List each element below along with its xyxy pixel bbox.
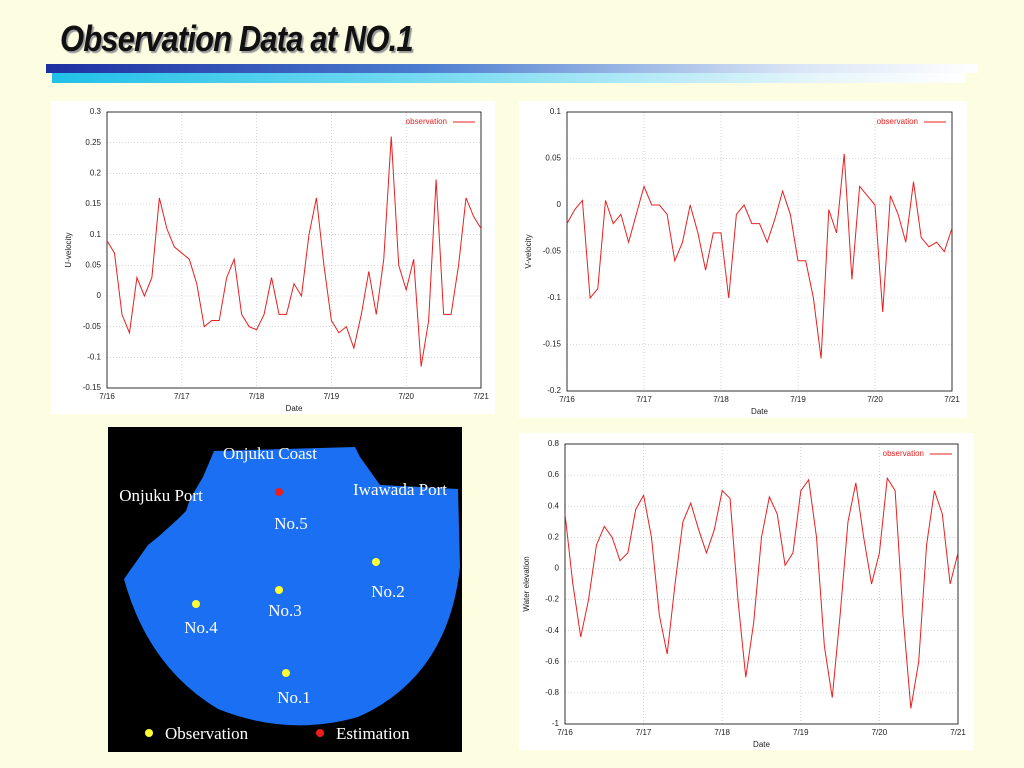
y-tick-label: 0.1: [550, 107, 562, 116]
y-tick-label: -0.6: [545, 657, 559, 666]
y-tick-label: -0.8: [545, 688, 559, 697]
place-label: Onjuku Port: [119, 486, 203, 505]
station-label: No.4: [184, 618, 218, 637]
x-tick-label: 7/17: [636, 728, 652, 737]
x-tick-label: 7/19: [793, 728, 809, 737]
slide-title: Observation Data at NO.1: [60, 18, 414, 59]
x-tick-label: 7/18: [714, 728, 730, 737]
data-line: [106, 136, 482, 367]
y-tick-label: 0.2: [90, 168, 102, 177]
legend-label: Observation: [165, 724, 249, 743]
station-label: No.2: [371, 582, 405, 601]
y-tick-label: -0.2: [545, 595, 559, 604]
station-dot: [192, 600, 200, 608]
x-tick-label: 7/21: [944, 395, 960, 404]
x-tick-label: 7/17: [636, 395, 652, 404]
chart-panel: -1 -0.8 -0.6 -0.4 -0.2 0 0.2 0.4 0.6 0.8 7/16 7/17 7…: [519, 433, 973, 750]
legend-label: observation: [406, 117, 447, 126]
plot-frame: [106, 111, 482, 389]
y-axis-label: V-velocity: [524, 234, 533, 268]
sea-area: [124, 447, 460, 726]
y-tick-label: 0.3: [90, 107, 102, 116]
y-tick-label: 0.2: [548, 532, 560, 541]
x-tick-label: 7/18: [249, 392, 265, 401]
x-tick-label: 7/21: [473, 392, 489, 401]
y-axis-label: Water elevation: [522, 556, 531, 611]
station-dot: [282, 669, 290, 677]
y-tick-label: -1: [552, 719, 560, 728]
y-tick-label: 0.1: [90, 230, 102, 239]
chart: -0.2 -0.15 -0.1 -0.05 0 0.05 0.1 7/16 7/17 7/18 7/…: [524, 107, 960, 416]
legend-label: observation: [883, 449, 924, 458]
chart: -1 -0.8 -0.6 -0.4 -0.2 0 0.2 0.4 0.6 0.8 7/16 7/17 7…: [522, 439, 966, 749]
y-tick-label: -0.4: [545, 626, 559, 635]
y-tick-label: -0.15: [543, 340, 562, 349]
x-tick-label: 7/19: [324, 392, 340, 401]
y-tick-label: 0.6: [548, 470, 560, 479]
y-tick-label: 0.05: [85, 260, 101, 269]
x-axis-label: Date: [751, 407, 768, 416]
station-dot: [275, 488, 283, 496]
station-label: No.3: [268, 601, 302, 620]
place-label: Iwawada Port: [353, 480, 447, 499]
chart: -0.15 -0.1 -0.05 0 0.05 0.1 0.15 0.2 0.25 0.3 7/16…: [64, 107, 489, 413]
y-tick-label: 0.15: [85, 199, 101, 208]
y-tick-label: -0.1: [87, 352, 101, 361]
station-dot: [372, 558, 380, 566]
y-tick-label: -0.05: [543, 247, 562, 256]
y-tick-label: 0.8: [548, 439, 560, 448]
legend-dot: [316, 729, 324, 737]
y-tick-label: 0.05: [545, 154, 561, 163]
x-tick-label: 7/17: [174, 392, 190, 401]
y-tick-label: 0: [97, 291, 102, 300]
x-tick-label: 7/19: [790, 395, 806, 404]
station-map: Onjuku Coast Onjuku Port Iwawada Port No…: [108, 427, 462, 752]
title-bar-accent: [52, 73, 965, 83]
x-tick-label: 7/16: [99, 392, 115, 401]
legend-dot: [145, 729, 153, 737]
y-tick-label: -0.2: [547, 386, 561, 395]
y-tick-label: 0.25: [85, 138, 101, 147]
x-tick-label: 7/21: [950, 728, 966, 737]
y-tick-label: 0: [557, 200, 562, 209]
x-axis-label: Date: [753, 740, 770, 749]
title-bar: [46, 64, 978, 73]
station-label: No.5: [274, 514, 308, 533]
x-tick-label: 7/20: [867, 395, 883, 404]
x-tick-label: 7/20: [398, 392, 414, 401]
chart-panel: -0.2 -0.15 -0.1 -0.05 0 0.05 0.1 7/16 7/17 7/18 7/…: [519, 101, 967, 418]
x-tick-label: 7/18: [713, 395, 729, 404]
y-tick-label: -0.1: [547, 293, 561, 302]
x-tick-label: 7/16: [559, 395, 575, 404]
data-line: [566, 153, 953, 359]
y-tick-label: 0.4: [548, 501, 560, 510]
y-tick-label: 0: [555, 564, 560, 573]
station-label: No.1: [277, 688, 311, 707]
plot-frame: [564, 443, 959, 725]
chart-panel: -0.15 -0.1 -0.05 0 0.05 0.1 0.15 0.2 0.25 0.3 7/16…: [51, 101, 495, 414]
legend-label: Estimation: [336, 724, 410, 743]
x-tick-label: 7/16: [557, 728, 573, 737]
place-label: Onjuku Coast: [223, 444, 317, 463]
data-line: [564, 476, 959, 709]
y-tick-label: -0.05: [83, 322, 102, 331]
y-axis-label: U-velocity: [64, 232, 73, 267]
x-axis-label: Date: [286, 404, 303, 413]
y-tick-label: -0.15: [83, 383, 102, 392]
plot-frame: [566, 111, 953, 392]
x-tick-label: 7/20: [872, 728, 888, 737]
station-dot: [275, 586, 283, 594]
legend-label: observation: [877, 117, 918, 126]
